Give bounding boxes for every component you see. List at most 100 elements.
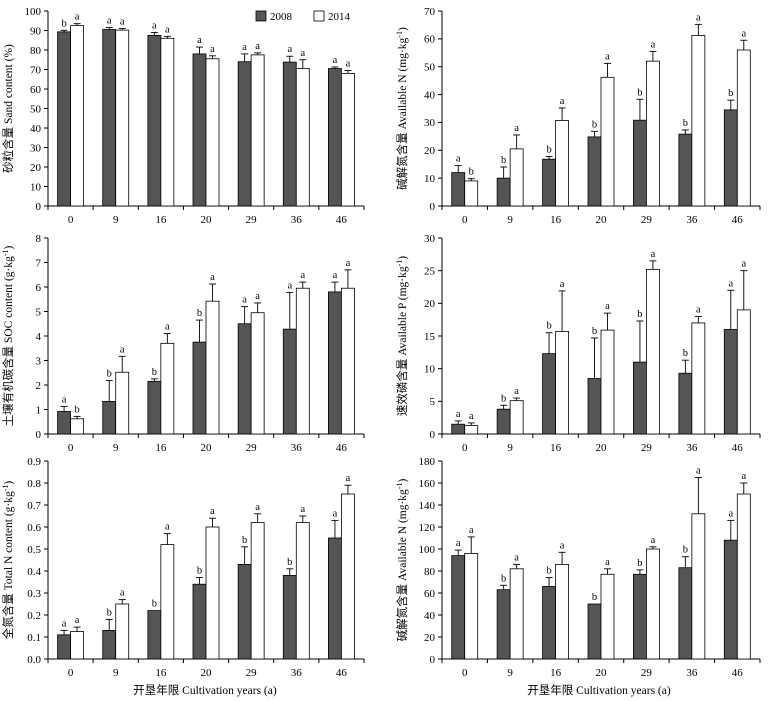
significance-letter: a: [75, 12, 80, 23]
y-tick-label: 0.2: [27, 610, 41, 622]
significance-letter: a: [255, 291, 260, 302]
bar-2014-46: [341, 287, 355, 435]
bar-2014-9: [509, 568, 524, 660]
x-tick-label: 16: [550, 667, 562, 679]
significance-letter: b: [683, 118, 688, 129]
y-tick-label: 0.6: [27, 522, 41, 534]
significance-letter: b: [152, 599, 157, 610]
bar-2008-46: [723, 539, 738, 660]
bar-2008-20: [192, 53, 207, 207]
x-tick-label: 46: [732, 214, 744, 226]
significance-letter: b: [592, 592, 597, 603]
significance-letter: b: [74, 404, 79, 415]
significance-letter: a: [696, 466, 701, 477]
y-axis-label: 碱解氮含量 Available N (mg·kg-1): [395, 479, 410, 642]
bar-2008-9: [102, 29, 117, 207]
y-tick-label: 50: [424, 62, 436, 74]
significance-letter: a: [300, 504, 305, 515]
bar-2008-0: [57, 634, 71, 660]
y-axis-label: 碱解氮含量 Available N (mg·kg-1): [395, 27, 410, 190]
y-tick-label: 0: [36, 201, 42, 213]
bar-2008-0: [57, 411, 71, 435]
significance-letter: a: [62, 618, 67, 629]
significance-letter: b: [197, 308, 202, 319]
significance-letter: a: [651, 249, 656, 260]
y-tick-label: 20: [424, 298, 436, 310]
significance-letter: a: [346, 58, 351, 69]
y-tick-label: 70: [424, 6, 436, 18]
y-tick-label: 10: [424, 173, 436, 185]
bar-2014-29: [250, 522, 265, 660]
bar-2014-36: [295, 522, 310, 660]
significance-letter: b: [197, 566, 202, 577]
bar-2008-29: [237, 61, 252, 207]
significance-letter: a: [605, 301, 610, 312]
bar-2014-0: [70, 25, 84, 207]
x-tick-label: 0: [462, 214, 468, 226]
y-tick-label: 30: [30, 142, 42, 154]
bar-2014-0: [464, 180, 479, 207]
bar-2014-16: [555, 120, 569, 207]
y-tick-label: 3: [36, 355, 42, 367]
x-tick-label: 20: [596, 667, 608, 679]
bar-2014-0: [70, 631, 84, 660]
y-axis-label: 砂粒含量 Sand content (%): [1, 44, 15, 173]
x-tick-label: 36: [686, 667, 698, 679]
bar-2014-46: [736, 309, 751, 435]
significance-letter: a: [120, 17, 125, 28]
significance-letter: a: [333, 270, 338, 281]
y-tick-label: 0.5: [27, 544, 41, 556]
x-tick-label: 46: [336, 442, 348, 454]
x-tick-label: 20: [201, 667, 213, 679]
y-tick-label: 15: [424, 331, 436, 343]
x-tick-label: 36: [686, 442, 698, 454]
y-tick-label: 30: [424, 233, 436, 245]
bar-2014-9: [509, 148, 524, 207]
y-tick-label: 0.7: [27, 500, 41, 512]
y-tick-label: 4: [36, 331, 42, 343]
significance-letter: a: [651, 535, 656, 546]
y-tick-label: 180: [419, 456, 436, 468]
x-tick-label: 16: [550, 214, 562, 226]
bar-2008-46: [723, 109, 738, 207]
x-tick-label: 36: [686, 214, 698, 226]
bar-2008-29: [237, 323, 252, 435]
y-tick-label: 2: [36, 380, 42, 392]
x-tick-label: 16: [155, 214, 167, 226]
bar-2008-9: [496, 589, 511, 660]
y-tick-label: 90: [30, 25, 42, 37]
significance-letter: b: [501, 573, 506, 584]
y-tick-label: 0.3: [27, 588, 41, 600]
y-tick-label: 0: [430, 429, 436, 441]
y-axis-label: 土壤有机碳含量 SOC content (g·kg-1): [1, 245, 16, 426]
bar-2014-36: [691, 322, 706, 435]
y-tick-label: 0.1: [27, 632, 41, 644]
bar-2008-46: [723, 329, 738, 435]
significance-letter: b: [683, 545, 688, 556]
bar-2008-46: [328, 537, 342, 660]
significance-letter: a: [605, 51, 610, 62]
significance-letter: a: [210, 506, 215, 517]
significance-letter: a: [560, 279, 565, 290]
significance-letter: a: [456, 409, 461, 420]
significance-letter: a: [346, 473, 351, 484]
y-tick-label: 40: [424, 610, 436, 622]
bar-2008-29: [633, 119, 647, 207]
bar-2014-16: [555, 564, 569, 660]
significance-letter: a: [120, 588, 125, 599]
y-tick-label: 40: [30, 123, 42, 135]
bar-2008-16: [542, 353, 556, 435]
bar-2008-16: [147, 380, 162, 435]
x-tick-label: 20: [596, 214, 608, 226]
x-tick-label: 29: [641, 442, 653, 454]
legend-label-2008: 2008: [270, 11, 293, 23]
bar-2014-20: [205, 58, 220, 207]
x-tick-label: 20: [596, 442, 608, 454]
bar-2014-0: [464, 553, 479, 660]
significance-letter: a: [469, 525, 474, 536]
significance-letter: b: [107, 369, 112, 380]
x-tick-label: 16: [155, 667, 167, 679]
